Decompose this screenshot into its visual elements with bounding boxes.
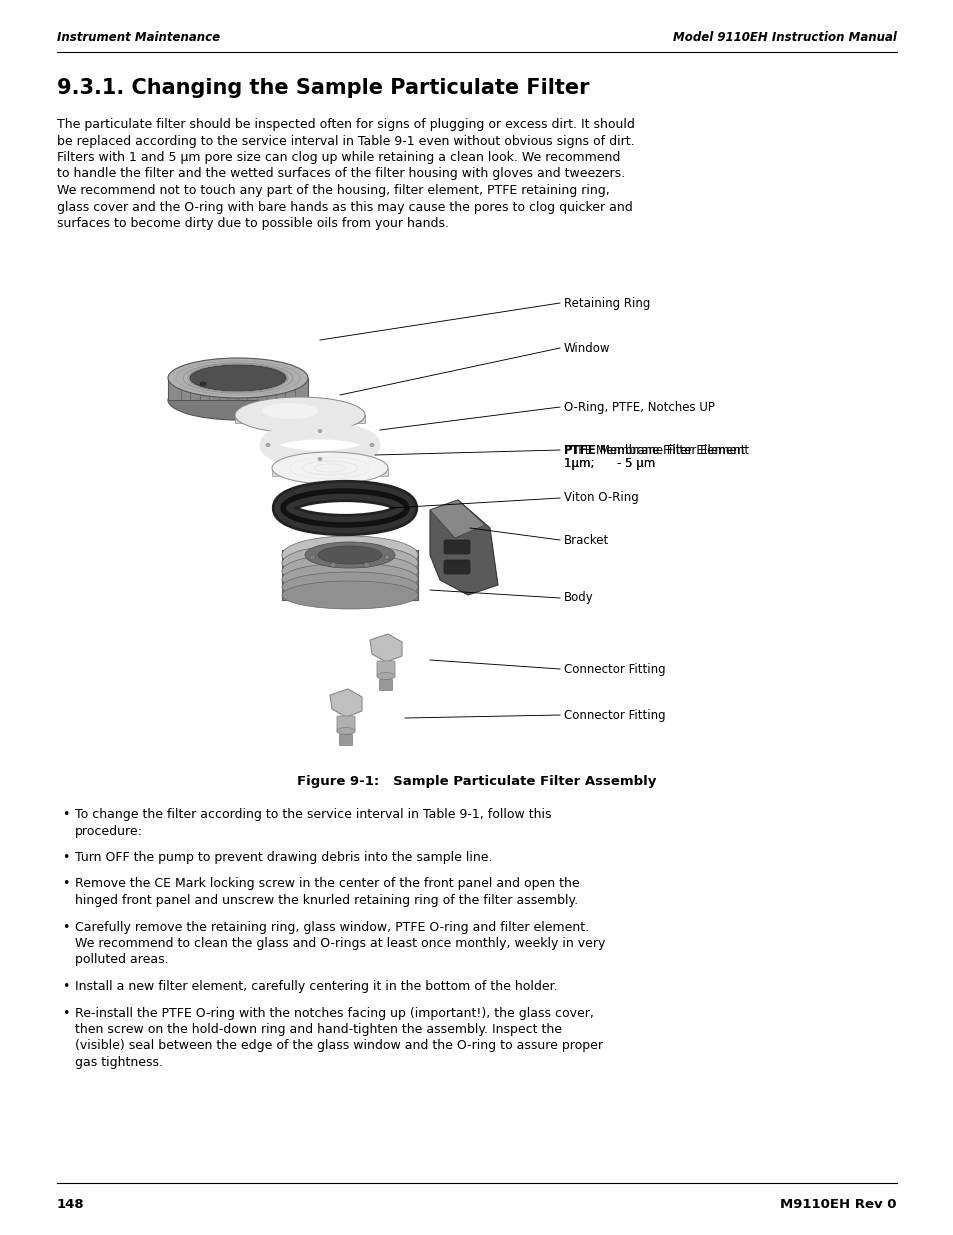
Ellipse shape (305, 542, 395, 568)
Ellipse shape (200, 382, 206, 387)
FancyBboxPatch shape (336, 716, 355, 732)
Text: PTFE: PTFE (563, 443, 597, 457)
Text: Re-install the PTFE O-ring with the notches facing up (important!), the glass co: Re-install the PTFE O-ring with the notc… (75, 1007, 594, 1020)
Ellipse shape (310, 555, 315, 559)
Text: Install a new filter element, carefully centering it in the bottom of the holder: Install a new filter element, carefully … (75, 981, 558, 993)
Text: •: • (62, 920, 70, 934)
Text: then screw on the hold-down ring and hand-tighten the assembly. Inspect the: then screw on the hold-down ring and han… (75, 1023, 561, 1036)
Ellipse shape (282, 580, 417, 609)
Text: We recommend to clean the glass and O-rings at least once monthly, weekly in ver: We recommend to clean the glass and O-ri… (75, 937, 605, 950)
Text: 1μm;      - 5 μm: 1μm; - 5 μm (563, 457, 655, 471)
Text: 148: 148 (57, 1198, 85, 1212)
Polygon shape (430, 500, 497, 595)
FancyBboxPatch shape (339, 735, 352, 746)
Ellipse shape (266, 443, 270, 447)
Text: glass cover and the O-ring with bare hands as this may cause the pores to clog q: glass cover and the O-ring with bare han… (57, 200, 632, 214)
Text: 1μm;      - 5 μm: 1μm; - 5 μm (563, 457, 655, 471)
FancyBboxPatch shape (379, 679, 392, 690)
Ellipse shape (384, 555, 390, 559)
Ellipse shape (282, 572, 417, 601)
Text: Figure 9-1:   Sample Particulate Filter Assembly: Figure 9-1: Sample Particulate Filter As… (297, 776, 656, 788)
Text: Membrane Filter Element: Membrane Filter Element (596, 443, 748, 457)
Text: polluted areas.: polluted areas. (75, 953, 169, 967)
Polygon shape (272, 468, 388, 475)
FancyBboxPatch shape (443, 559, 470, 574)
Ellipse shape (272, 452, 388, 484)
Text: •: • (62, 1007, 70, 1020)
Text: •: • (62, 851, 70, 864)
Ellipse shape (282, 536, 417, 574)
Polygon shape (330, 689, 361, 718)
Ellipse shape (330, 562, 335, 567)
Text: Viton O-Ring: Viton O-Ring (563, 492, 639, 505)
Ellipse shape (282, 545, 417, 580)
Text: Remove the CE Mark locking screw in the center of the front panel and open the: Remove the CE Mark locking screw in the … (75, 878, 579, 890)
Text: O-Ring, PTFE, Notches UP: O-Ring, PTFE, Notches UP (563, 400, 714, 414)
Ellipse shape (282, 563, 417, 595)
FancyBboxPatch shape (376, 661, 395, 677)
Ellipse shape (363, 562, 370, 567)
Text: Instrument Maintenance: Instrument Maintenance (57, 31, 220, 44)
Text: •: • (62, 878, 70, 890)
Ellipse shape (262, 403, 317, 419)
Text: •: • (62, 808, 70, 821)
Text: procedure:: procedure: (75, 825, 143, 837)
Ellipse shape (317, 430, 322, 432)
Text: Body: Body (563, 592, 593, 604)
Text: (visible) seal between the edge of the glass window and the O-ring to assure pro: (visible) seal between the edge of the g… (75, 1040, 602, 1052)
Text: •: • (62, 981, 70, 993)
Text: be replaced according to the service interval in Table 9-1 even without obvious : be replaced according to the service int… (57, 135, 634, 147)
Polygon shape (282, 550, 417, 600)
Text: to handle the filter and the wetted surfaces of the filter housing with gloves a: to handle the filter and the wetted surf… (57, 168, 624, 180)
Polygon shape (430, 500, 484, 538)
Ellipse shape (317, 546, 381, 564)
Text: surfaces to become dirty due to possible oils from your hands.: surfaces to become dirty due to possible… (57, 217, 449, 230)
Text: hinged front panel and unscrew the knurled retaining ring of the filter assembly: hinged front panel and unscrew the knurl… (75, 894, 578, 906)
Ellipse shape (168, 358, 308, 398)
Ellipse shape (317, 457, 322, 461)
Polygon shape (370, 634, 401, 662)
Text: Bracket: Bracket (563, 534, 609, 547)
Text: 9.3.1. Changing the Sample Particulate Filter: 9.3.1. Changing the Sample Particulate F… (57, 78, 589, 98)
Ellipse shape (282, 555, 417, 588)
Text: Window: Window (563, 342, 610, 354)
Text: Connector Fitting: Connector Fitting (563, 662, 665, 676)
Text: Turn OFF the pump to prevent drawing debris into the sample line.: Turn OFF the pump to prevent drawing deb… (75, 851, 492, 864)
Ellipse shape (336, 727, 355, 735)
Ellipse shape (234, 396, 365, 433)
Ellipse shape (168, 380, 308, 420)
Text: The particulate filter should be inspected often for signs of plugging or excess: The particulate filter should be inspect… (57, 119, 634, 131)
Text: gas tightness.: gas tightness. (75, 1056, 163, 1070)
Text: Connector Fitting: Connector Fitting (563, 709, 665, 721)
Ellipse shape (190, 366, 286, 391)
Polygon shape (234, 415, 365, 424)
Text: M9110EH Rev 0: M9110EH Rev 0 (780, 1198, 896, 1212)
FancyBboxPatch shape (443, 540, 470, 555)
Polygon shape (168, 378, 308, 400)
Text: Model 9110EH Instruction Manual: Model 9110EH Instruction Manual (673, 31, 896, 44)
Text: We recommend not to touch any part of the housing, filter element, PTFE retainin: We recommend not to touch any part of th… (57, 184, 609, 198)
Text: Retaining Ring: Retaining Ring (563, 296, 650, 310)
Ellipse shape (370, 443, 374, 447)
Text: Carefully remove the retaining ring, glass window, PTFE O-ring and filter elemen: Carefully remove the retaining ring, gla… (75, 920, 589, 934)
Ellipse shape (376, 673, 395, 679)
Text: To change the filter according to the service interval in Table 9-1, follow this: To change the filter according to the se… (75, 808, 551, 821)
Text: PTFE Membrane Filter Element: PTFE Membrane Filter Element (563, 443, 744, 457)
Text: Filters with 1 and 5 μm pore size can clog up while retaining a clean look. We r: Filters with 1 and 5 μm pore size can cl… (57, 151, 619, 164)
